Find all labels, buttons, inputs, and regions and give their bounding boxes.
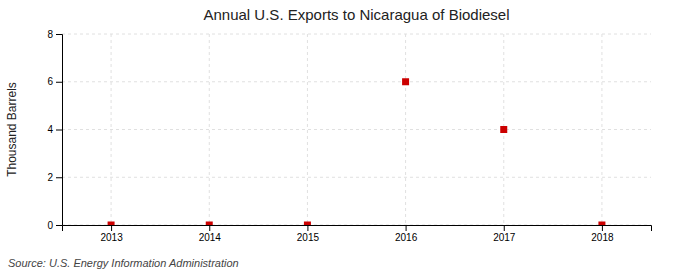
y-tick-label: 2 — [47, 172, 53, 183]
point — [500, 126, 507, 133]
x-tick: 2013 — [100, 225, 123, 243]
grid-line-y — [62, 81, 651, 82]
y-tick-mark — [56, 34, 62, 35]
x-axis: 2013 2014 2015 2016 2017 2018 — [63, 225, 652, 243]
x-tick-label: 2014 — [199, 232, 222, 243]
y-axis-line — [56, 35, 63, 226]
y-tick-label: 8 — [47, 29, 53, 40]
point — [402, 78, 409, 85]
chart-svg: 2013 2014 2015 2016 2017 2018 0 2 4 6 8 Annual U.S.… — [0, 0, 675, 275]
x-tick-label: 2018 — [591, 232, 614, 243]
x-tick-label: 2015 — [297, 232, 320, 243]
y-tick: 6 — [47, 76, 62, 87]
point — [598, 222, 605, 226]
x-tick-mark — [504, 225, 505, 231]
y-tick-mark — [56, 177, 62, 178]
title: Annual U.S. Exports to Nicaragua of Biod… — [204, 6, 510, 23]
x-tick-mark — [406, 225, 407, 231]
y-tick-mark — [56, 225, 62, 226]
plot-area: 2013 2014 2015 2016 2017 2018 0 2 4 6 8 — [47, 29, 651, 243]
grid-line-y — [62, 177, 651, 178]
x-tick-mark — [209, 225, 210, 231]
point — [304, 222, 311, 226]
y-tick: 0 — [47, 220, 62, 231]
y-tick: 2 — [47, 172, 62, 183]
x-tick: 2016 — [395, 225, 418, 243]
y-tick-label: 4 — [47, 124, 53, 135]
grid-line-x — [307, 34, 308, 225]
x-tick-mark — [307, 225, 308, 231]
x-axis-line — [63, 226, 652, 232]
x-tick-mark — [602, 225, 603, 231]
grid — [62, 34, 651, 225]
x-tick: 2017 — [493, 225, 516, 243]
y-tick-label: 6 — [47, 76, 53, 87]
x-tick-mark — [111, 225, 112, 231]
source-note: Source: U.S. Energy Information Administ… — [8, 257, 239, 269]
x-tick-label: 2016 — [395, 232, 418, 243]
y-tick-label: 0 — [47, 220, 53, 231]
y-axis-title: Thousand Barrels — [5, 82, 19, 177]
x-tick: 2015 — [297, 225, 320, 243]
x-tick-label: 2017 — [493, 232, 516, 243]
grid-line-y — [62, 34, 651, 35]
y-tick: 4 — [47, 124, 62, 135]
x-tick: 2014 — [199, 225, 222, 243]
y-tick-mark — [56, 130, 62, 131]
point — [206, 222, 213, 226]
y-tick: 8 — [47, 29, 62, 40]
y-axis: 0 2 4 6 8 — [47, 29, 62, 231]
x-tick: 2018 — [591, 225, 614, 243]
y-tick-mark — [56, 82, 62, 83]
grid-line-y — [62, 129, 651, 130]
marks — [108, 78, 606, 225]
point — [108, 222, 115, 226]
x-tick-label: 2013 — [100, 232, 123, 243]
chart-container: 2013 2014 2015 2016 2017 2018 0 2 4 6 8 Annual U.S.… — [0, 0, 675, 275]
